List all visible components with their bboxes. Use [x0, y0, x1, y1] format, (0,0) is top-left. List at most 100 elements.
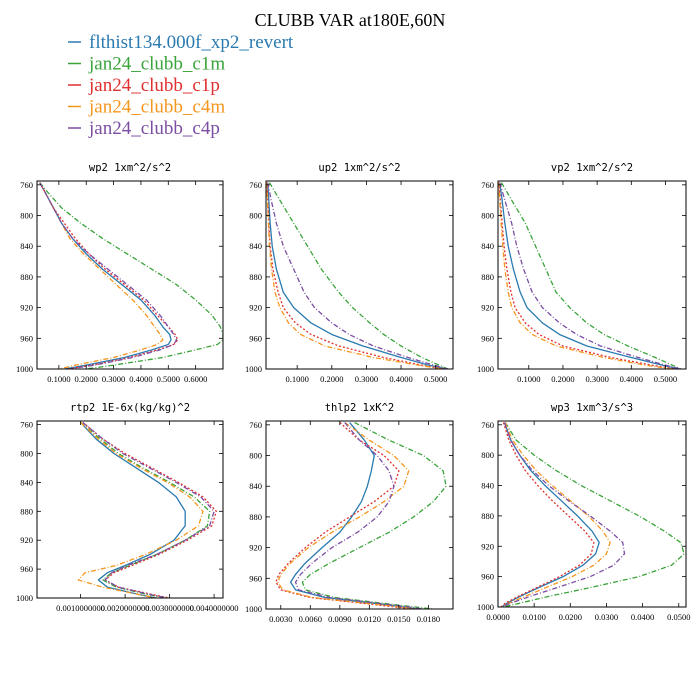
y-tick-label: 920: [481, 541, 494, 551]
series-line: [275, 422, 414, 609]
series-line: [500, 182, 682, 369]
panel-title: wp2 1xm^2/s^2: [89, 162, 171, 174]
series-line: [268, 182, 449, 369]
x-tick-label: 0.3000: [102, 374, 125, 384]
series-line: [39, 182, 164, 369]
y-tick-label: 840: [20, 241, 33, 251]
series-line: [499, 182, 680, 369]
x-tick-label: 0.0060: [299, 614, 322, 624]
series-group: [500, 422, 685, 607]
series-line: [498, 182, 676, 369]
series-line: [503, 422, 685, 607]
series-line: [301, 421, 447, 609]
y-tick-label: 880: [481, 511, 494, 521]
x-tick-label: 0.1000: [285, 374, 308, 384]
y-tick-label: 800: [481, 450, 494, 460]
panel-title: rtp2 1E-6x(kg/kg)^2: [70, 402, 190, 414]
x-tick-label: 0.0030: [269, 614, 292, 624]
legend-label: jan24_clubb_c1m: [88, 54, 225, 75]
plot-frame: [36, 180, 224, 370]
y-tick-label: 1000: [477, 364, 494, 374]
y-tick-label: 920: [20, 535, 33, 545]
series-group: [275, 421, 447, 609]
plot-frame: [265, 420, 454, 610]
series-group: [266, 182, 449, 369]
y-tick-label: 1000: [16, 364, 33, 374]
x-tick-label: 0.0500: [667, 612, 690, 622]
panel-title: vp2 1xm^2/s^2: [551, 162, 633, 174]
x-tick-label: 0.5000: [157, 374, 180, 384]
x-tick-label: 0.1000: [517, 374, 540, 384]
y-tick-label: 1000: [477, 602, 494, 612]
panel-title: wp3 1xm^3/s^3: [551, 402, 633, 414]
y-tick-label: 800: [20, 449, 33, 459]
y-tick-label: 920: [20, 303, 33, 313]
x-tick-label: 0.0090: [328, 614, 351, 624]
legend-label: jan24_clubb_c4m: [88, 97, 225, 118]
y-tick-label: 960: [249, 333, 262, 343]
y-tick-label: 1000: [16, 593, 33, 603]
x-tick-label: 0.0020000000: [101, 603, 150, 613]
series-line: [267, 182, 448, 369]
x-tick-label: 0.3000: [585, 374, 608, 384]
series-line: [501, 422, 600, 607]
series-line: [80, 421, 186, 598]
series-line: [498, 182, 673, 369]
panel: vp2 1xm^2/s^2 760 800 840 880 920 960 1000 0.100…: [477, 162, 687, 384]
series-line: [502, 422, 626, 607]
x-tick-label: 0.1000: [47, 374, 70, 384]
legend-label: jan24_clubb_c1p: [88, 75, 220, 96]
series-line: [267, 182, 447, 369]
y-tick-label: 840: [481, 481, 494, 491]
x-tick-label: 0.2000: [320, 374, 343, 384]
series-line: [77, 421, 204, 598]
series-line: [294, 422, 424, 609]
x-tick-label: 0.5000: [654, 374, 677, 384]
series-line: [80, 421, 211, 598]
y-tick-label: 840: [249, 481, 262, 491]
series-group: [77, 421, 217, 598]
panel: rtp2 1E-6x(kg/kg)^2 760 800 840 880 920 960 100…: [16, 402, 239, 613]
series-line: [289, 422, 419, 609]
x-tick-label: 0.4000: [620, 374, 643, 384]
plot-frame: [497, 420, 687, 608]
y-tick-label: 920: [249, 303, 262, 313]
series-group: [498, 182, 682, 369]
series-line: [277, 422, 419, 609]
plot-frame: [497, 180, 687, 370]
y-tick-label: 880: [20, 272, 33, 282]
x-tick-label: 0.0100: [522, 612, 545, 622]
y-tick-label: 800: [481, 211, 494, 221]
x-tick-label: 0.0150: [387, 614, 410, 624]
y-tick-label: 800: [249, 211, 262, 221]
panel-title: thlp2 1xK^2: [325, 402, 395, 414]
panels: wp2 1xm^2/s^2 760 800 840 880 920 960 1000 0.100…: [16, 162, 690, 624]
series-line: [499, 182, 682, 369]
y-tick-label: 960: [481, 572, 494, 582]
y-tick-label: 1000: [245, 364, 262, 374]
y-tick-label: 840: [481, 241, 494, 251]
series-line: [39, 182, 179, 369]
x-tick-label: 0.0120: [358, 614, 381, 624]
legend-item: jan24_clubb_c1p: [68, 75, 220, 96]
y-tick-label: 960: [20, 564, 33, 574]
x-tick-label: 0.2000: [551, 374, 574, 384]
x-tick-label: 0.0040000000: [190, 603, 239, 613]
y-tick-label: 960: [481, 333, 494, 343]
x-tick-label: 0.0200: [559, 612, 582, 622]
series-line: [39, 182, 223, 369]
panel: up2 1xm^2/s^2 760 800 840 880 920 960 1000 0.100…: [245, 162, 454, 384]
series-line: [82, 421, 217, 598]
x-tick-label: 0.0180: [417, 614, 440, 624]
x-tick-label: 0.4000: [129, 374, 152, 384]
series-line: [500, 422, 595, 607]
x-tick-label: 0.0010000000: [56, 603, 105, 613]
series-line: [82, 421, 215, 598]
y-tick-label: 840: [249, 241, 262, 251]
x-tick-label: 0.5000: [424, 374, 447, 384]
y-tick-label: 840: [20, 477, 33, 487]
legend-label: jan24_clubb_c4p: [88, 118, 220, 139]
y-tick-label: 760: [249, 420, 262, 430]
y-tick-label: 880: [249, 512, 262, 522]
